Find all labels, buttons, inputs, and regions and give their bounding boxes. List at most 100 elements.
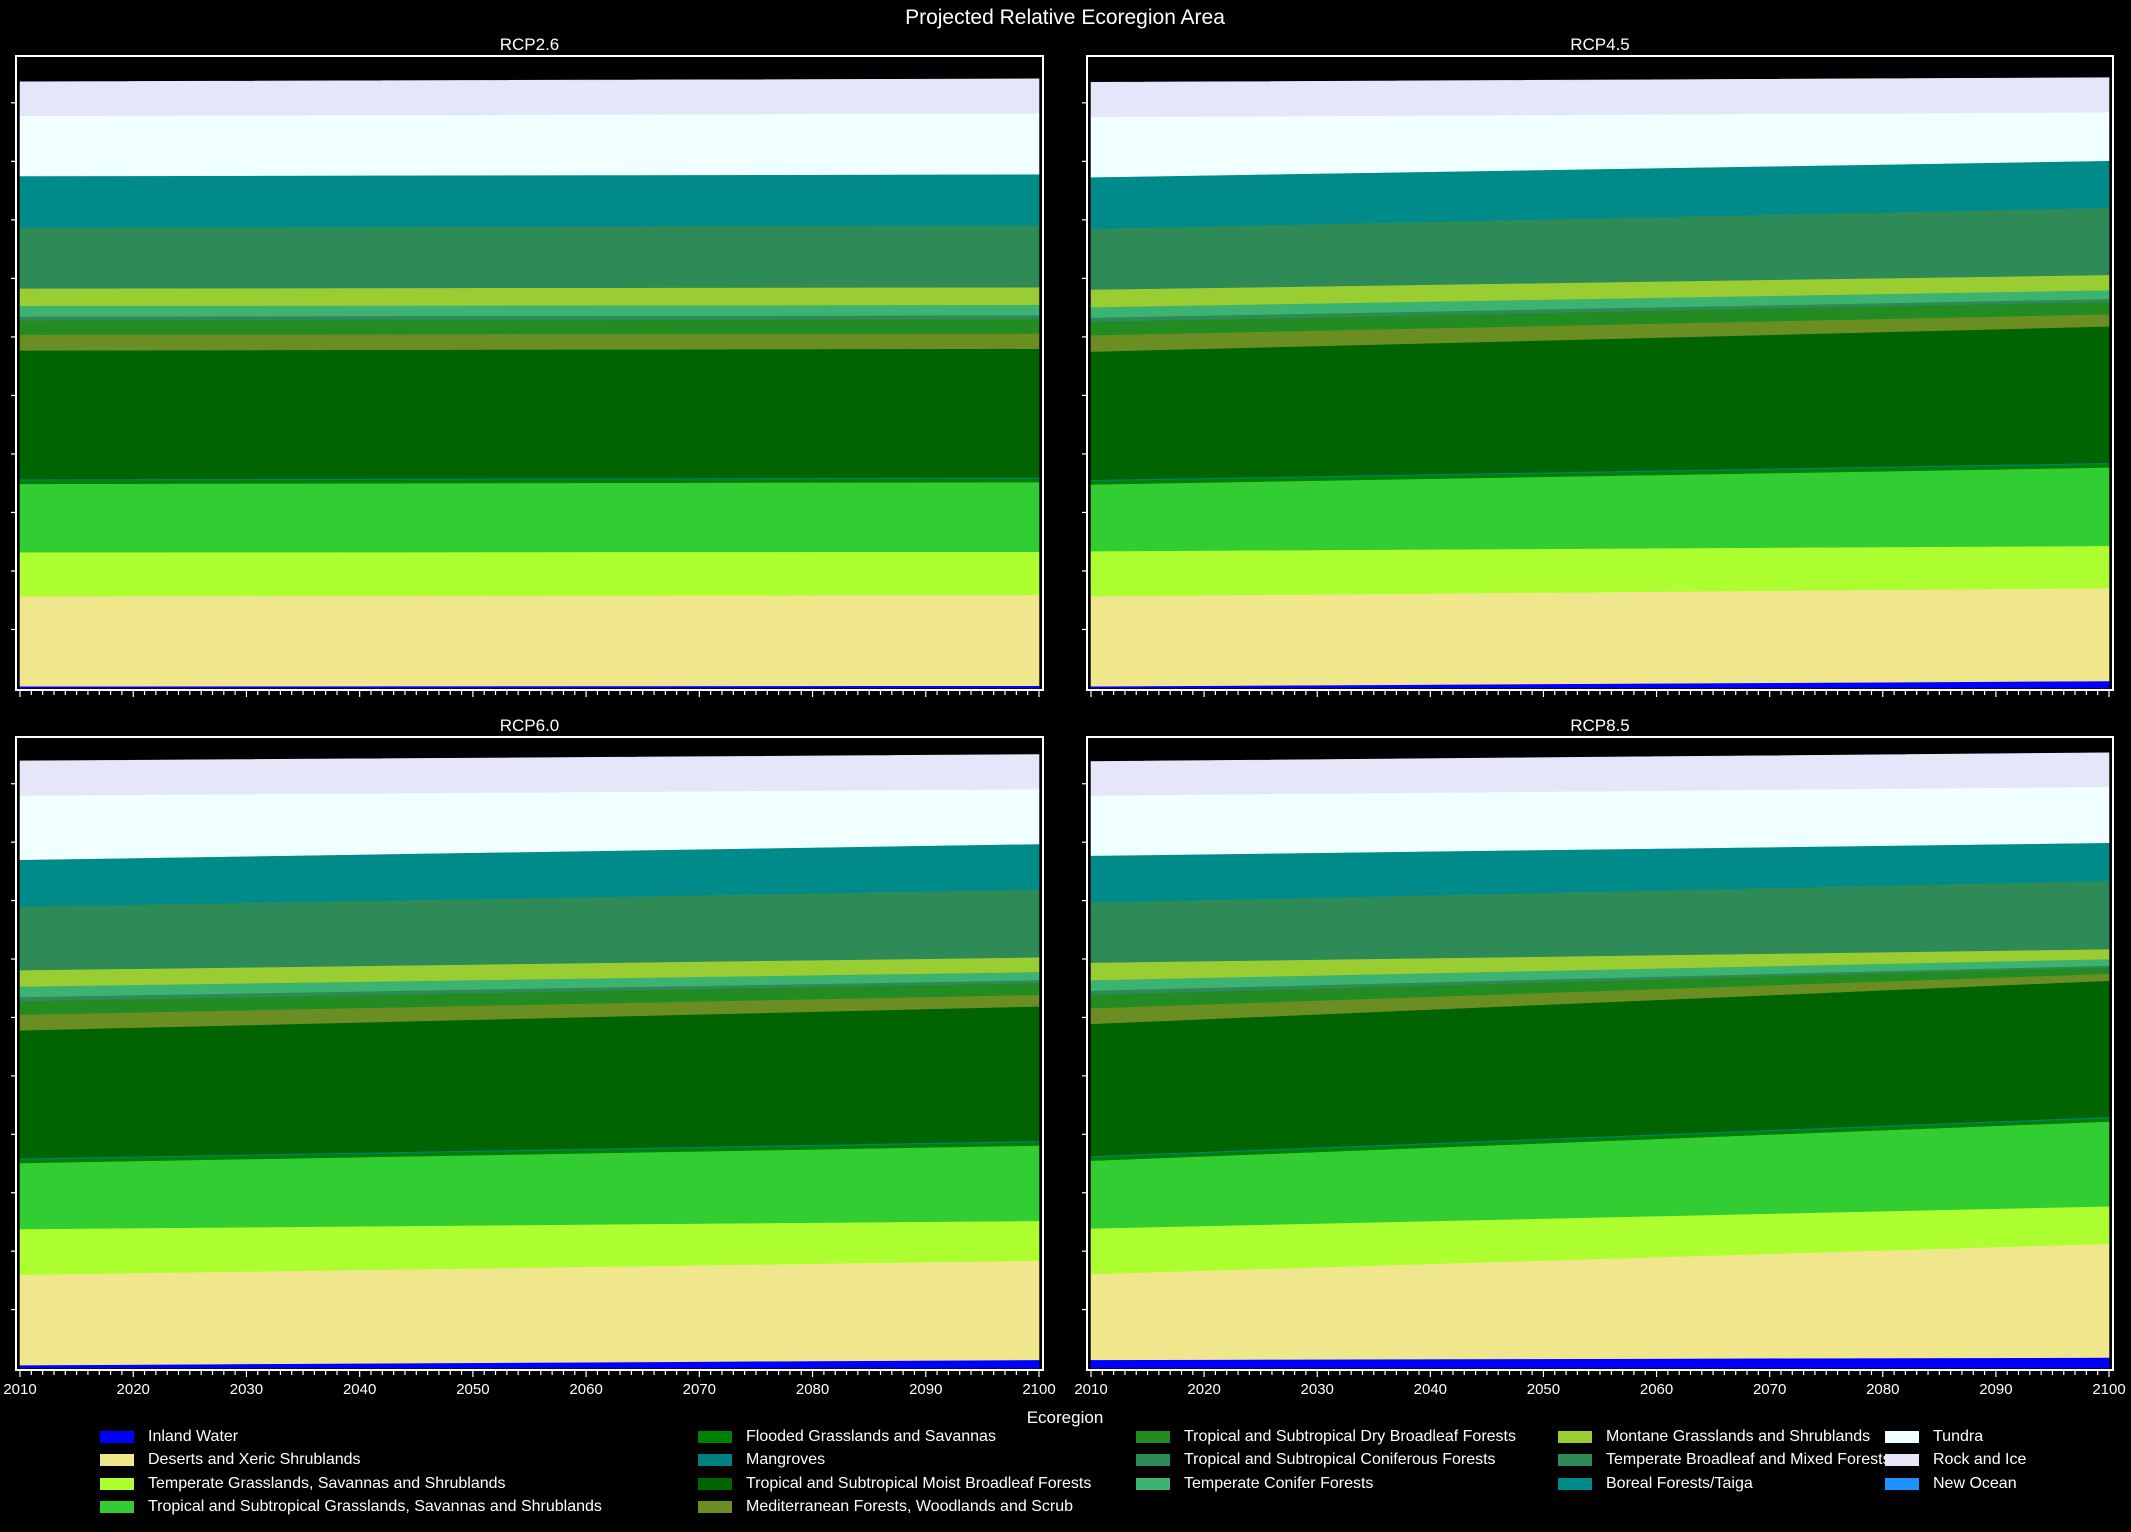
panel-rcp8-5: RCP8.5 2010 2020 2030 2040 2050 2060 2070 2080 20…	[1074, 716, 2125, 1398]
panel-title: RCP2.6	[500, 35, 560, 54]
figure-title: Projected Relative Ecoregion Area	[905, 6, 1225, 29]
legend-column: Flooded Grasslands and Savannas Mangroves…	[698, 1425, 1091, 1519]
legend-item: Temperate Broadleaf and Mixed Forests	[1558, 1449, 1891, 1473]
area-tundra	[19, 113, 1040, 177]
legend-label: Temperate Conifer Forests	[1184, 1474, 1374, 1492]
legend-swatch	[1885, 1430, 1919, 1443]
area-rock-and-ice	[1090, 752, 2110, 796]
x-tick-label: 2090	[909, 1381, 942, 1398]
legend-item: Deserts and Xeric Shrublands	[100, 1449, 602, 1473]
legend-label: Deserts and Xeric Shrublands	[148, 1451, 361, 1469]
legend-label: Tundra	[1933, 1427, 1984, 1445]
legend-label: Temperate Grasslands, Savannas and Shrub…	[148, 1474, 506, 1492]
area-temperate-broadleaf-and-mixed-forests	[19, 224, 1040, 289]
legend-label: Tropical and Subtropical Grasslands, Sav…	[148, 1498, 602, 1516]
area-tropical-and-subtropical-grasslands-savannas-and-shrublands	[19, 481, 1040, 553]
legend-swatch	[698, 1454, 732, 1467]
x-axis-label: Ecoregion	[1027, 1408, 1104, 1427]
legend-item: Tropical and Subtropical Coniferous Fore…	[1136, 1449, 1516, 1473]
legend-item: Flooded Grasslands and Savannas	[698, 1425, 1091, 1449]
legend-label: Temperate Broadleaf and Mixed Forests	[1606, 1451, 1891, 1469]
legend-swatch	[698, 1501, 732, 1514]
legend-label: Flooded Grasslands and Savannas	[746, 1427, 996, 1445]
legend-swatch	[1558, 1477, 1592, 1490]
legend-item: Mangroves	[698, 1449, 1091, 1473]
x-tick-label: 2060	[1640, 1381, 1673, 1398]
legend-item: Mediterranean Forests, Woodlands and Scr…	[698, 1496, 1091, 1520]
area-tropical-and-subtropical-moist-broadleaf-forests	[19, 1006, 1040, 1159]
x-tick-label: 2010	[1074, 1381, 1107, 1398]
area-deserts-and-xeric-shrublands	[19, 1260, 1040, 1366]
legend-swatch	[1136, 1477, 1170, 1490]
x-tick-label: 2040	[1414, 1381, 1447, 1398]
legend-column: Inland Water Deserts and Xeric Shrublands…	[100, 1425, 602, 1519]
legend-item: Inland Water	[100, 1425, 602, 1449]
legend-item: Rock and Ice	[1885, 1449, 2026, 1473]
legend-label: Boreal Forests/Taiga	[1606, 1474, 1753, 1492]
legend-label: New Ocean	[1933, 1474, 2017, 1492]
area-rock-and-ice	[19, 754, 1040, 796]
x-tick-label: 2050	[456, 1381, 489, 1398]
legend-item: Tropical and Subtropical Dry Broadleaf F…	[1136, 1425, 1516, 1449]
legend-label: Tropical and Subtropical Coniferous Fore…	[1184, 1451, 1496, 1469]
legend: Inland Water Deserts and Xeric Shrublands…	[100, 1425, 2080, 1525]
x-tick-label: 2020	[1187, 1381, 1220, 1398]
legend-item: New Ocean	[1885, 1472, 2026, 1496]
area-boreal-forests-taiga	[19, 173, 1040, 228]
legend-swatch	[1136, 1454, 1170, 1467]
area-rock-and-ice	[1090, 77, 2110, 118]
legend-column: Montane Grasslands and Shrublands Tempera…	[1558, 1425, 1891, 1496]
legend-column: Tropical and Subtropical Dry Broadleaf F…	[1136, 1425, 1516, 1496]
x-tick-label: 2030	[230, 1381, 263, 1398]
panel-title: RCP8.5	[1570, 716, 1630, 735]
x-tick-label: 2060	[569, 1381, 602, 1398]
legend-label: Inland Water	[148, 1427, 239, 1445]
area-deserts-and-xeric-shrublands	[19, 594, 1040, 687]
legend-item: Montane Grasslands and Shrublands	[1558, 1425, 1891, 1449]
legend-item: Tundra	[1885, 1425, 2026, 1449]
legend-label: Tropical and Subtropical Moist Broadleaf…	[746, 1474, 1092, 1492]
legend-swatch	[698, 1477, 732, 1490]
x-tick-label: 2080	[796, 1381, 829, 1398]
x-tick-label: 2100	[1022, 1381, 1055, 1398]
legend-label: Montane Grasslands and Shrublands	[1606, 1427, 1871, 1445]
legend-label: Mangroves	[746, 1451, 826, 1469]
legend-swatch	[100, 1501, 134, 1514]
x-tick-label: 2100	[2092, 1381, 2125, 1398]
x-tick-label: 2080	[1866, 1381, 1899, 1398]
panel-rcp4-5: RCP4.5	[1082, 35, 2114, 697]
legend-swatch	[100, 1454, 134, 1467]
area-temperate-conifer-forests	[19, 304, 1040, 317]
legend-item: Boreal Forests/Taiga	[1558, 1472, 1891, 1496]
legend-label: Rock and Ice	[1933, 1451, 2027, 1469]
x-tick-label: 2010	[3, 1381, 36, 1398]
legend-column: Tundra Rock and Ice New Ocean	[1885, 1425, 2026, 1496]
area-tropical-and-subtropical-dry-broadleaf-forests	[19, 319, 1040, 335]
area-temperate-grasslands-savannas-and-shrublands	[19, 551, 1040, 597]
legend-item: Temperate Grasslands, Savannas and Shrub…	[100, 1472, 602, 1496]
legend-label: Mediterranean Forests, Woodlands and Scr…	[746, 1498, 1073, 1516]
area-tropical-and-subtropical-moist-broadleaf-forests	[19, 348, 1040, 480]
legend-swatch	[698, 1430, 732, 1443]
x-tick-label: 2050	[1527, 1381, 1560, 1398]
x-tick-label: 2090	[1979, 1381, 2012, 1398]
legend-swatch	[1885, 1454, 1919, 1467]
area-tropical-and-subtropical-moist-broadleaf-forests	[1090, 326, 2110, 480]
x-tick-label: 2030	[1301, 1381, 1334, 1398]
panel-rcp2-6: RCP2.6	[11, 35, 1044, 697]
area-mediterranean-forests-woodlands-and-scrub	[19, 333, 1040, 351]
x-tick-label: 2070	[683, 1381, 716, 1398]
legend-item: Tropical and Subtropical Grasslands, Sav…	[100, 1496, 602, 1520]
x-tick-label: 2040	[343, 1381, 376, 1398]
area-temperate-grasslands-savannas-and-shrublands	[1090, 545, 2110, 597]
area-rock-and-ice	[19, 78, 1040, 116]
panel-title: RCP6.0	[500, 716, 560, 735]
legend-swatch	[100, 1477, 134, 1490]
legend-label: Tropical and Subtropical Dry Broadleaf F…	[1184, 1427, 1516, 1445]
legend-swatch	[1885, 1477, 1919, 1490]
legend-swatch	[1136, 1430, 1170, 1443]
legend-item: Tropical and Subtropical Moist Broadleaf…	[698, 1472, 1091, 1496]
area-deserts-and-xeric-shrublands	[1090, 587, 2110, 687]
area-montane-grasslands-and-shrublands	[19, 286, 1040, 307]
